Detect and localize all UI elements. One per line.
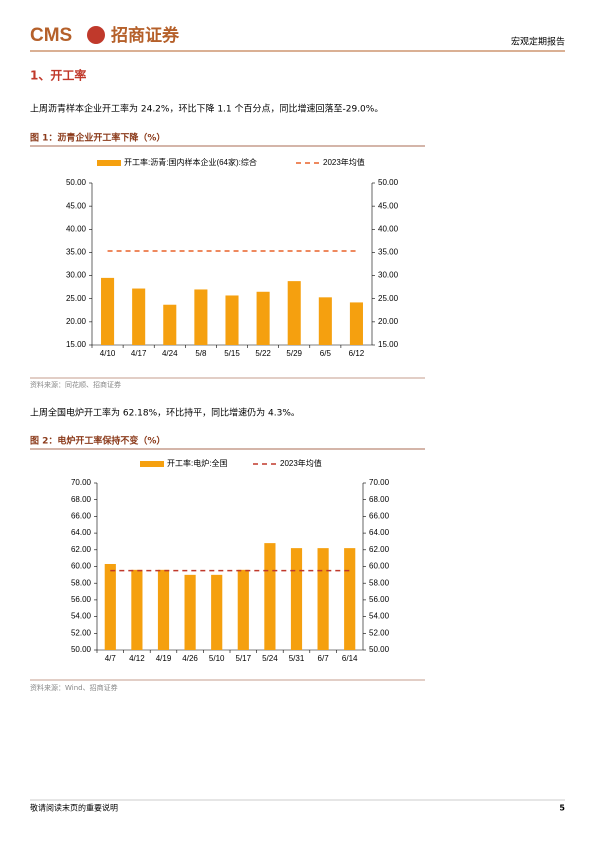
x-tick-label: 5/29 (286, 349, 302, 358)
y-tick-label-right: 25.00 (378, 294, 399, 303)
y-tick-label: 20.00 (66, 317, 87, 326)
logo: CMS (30, 25, 72, 46)
y-tick-label: 62.00 (71, 545, 92, 554)
bar (317, 548, 329, 650)
x-tick-label: 4/24 (162, 349, 178, 358)
x-tick-label: 4/12 (129, 654, 145, 663)
y-tick-label: 30.00 (66, 271, 87, 280)
y-tick-label-right: 60.00 (369, 562, 390, 571)
bar (225, 295, 239, 345)
y-tick-label-right: 20.00 (378, 317, 399, 326)
y-tick-label-right: 50.00 (378, 178, 399, 187)
y-tick-label-right: 40.00 (378, 224, 399, 233)
y-tick-label: 50.00 (66, 178, 87, 187)
y-tick-label: 15.00 (66, 340, 87, 349)
report-type: 宏观定期报告 (511, 36, 565, 48)
bar (318, 297, 332, 345)
y-tick-label: 56.00 (71, 595, 92, 604)
bar (264, 543, 276, 650)
x-tick-label: 4/26 (182, 654, 198, 663)
bar (184, 574, 196, 650)
x-tick-label: 5/31 (289, 654, 305, 663)
x-tick-label: 4/10 (100, 349, 116, 358)
y-tick-label-right: 15.00 (378, 340, 399, 349)
x-tick-label: 6/14 (342, 654, 358, 663)
company-name: 招商证券 (111, 25, 180, 46)
legend-label: 开工率:电炉:全国 (167, 458, 227, 468)
source: 资料来源：Wind、招商证券 (30, 683, 118, 692)
paragraph: 上周全国电炉开工率为 62.18%，环比持平，同比增速仍为 4.3%。 (30, 407, 300, 419)
x-tick-label: 6/12 (349, 349, 365, 358)
y-tick-label: 70.00 (71, 478, 92, 487)
logo-icon (87, 26, 105, 44)
bar (131, 569, 143, 650)
y-tick-label: 40.00 (66, 224, 87, 233)
y-tick-label: 66.00 (71, 512, 92, 521)
legend-label: 2023年均值 (323, 157, 365, 167)
figure-title: 图 2：电炉开工率保持不变（%） (30, 435, 165, 447)
x-tick-label: 4/17 (131, 349, 147, 358)
y-tick-label-right: 45.00 (378, 201, 399, 210)
x-tick-label: 6/5 (320, 349, 332, 358)
y-tick-label-right: 56.00 (369, 595, 390, 604)
y-tick-label: 60.00 (71, 562, 92, 571)
y-tick-label: 64.00 (71, 528, 92, 537)
y-tick-label: 45.00 (66, 201, 87, 210)
legend-swatch (97, 160, 121, 166)
y-tick-label-right: 68.00 (369, 495, 390, 504)
legend-label: 开工率:沥青:国内样本企业(64家):综合 (124, 157, 257, 167)
y-tick-label-right: 58.00 (369, 578, 390, 587)
y-tick-label-right: 54.00 (369, 612, 390, 621)
y-tick-label: 52.00 (71, 628, 92, 637)
legend-label: 2023年均值 (280, 458, 322, 468)
bar (256, 291, 270, 345)
y-tick-label-right: 62.00 (369, 545, 390, 554)
y-tick-label: 58.00 (71, 578, 92, 587)
y-tick-label-right: 35.00 (378, 248, 399, 257)
bar (132, 288, 146, 345)
y-tick-label: 25.00 (66, 294, 87, 303)
x-tick-label: 5/24 (262, 654, 278, 663)
x-tick-label: 5/15 (224, 349, 240, 358)
bar (101, 277, 115, 345)
y-tick-label-right: 30.00 (378, 271, 399, 280)
page-number: 5 (559, 804, 565, 813)
bar (237, 569, 249, 650)
legend-swatch (140, 461, 164, 467)
y-tick-label: 35.00 (66, 248, 87, 257)
x-tick-label: 4/7 (105, 654, 117, 663)
bar (104, 563, 116, 650)
bar (290, 548, 303, 650)
figure-title: 图 1：沥青企业开工率下降（%） (30, 132, 165, 144)
y-tick-label: 50.00 (71, 645, 92, 654)
y-tick-label-right: 50.00 (369, 645, 390, 654)
y-tick-label: 68.00 (71, 495, 92, 504)
bar (287, 281, 301, 345)
bar (349, 302, 363, 345)
x-tick-label: 5/10 (209, 654, 225, 663)
y-tick-label-right: 52.00 (369, 628, 390, 637)
bar (211, 574, 223, 650)
bar (157, 569, 170, 650)
paragraph: 上周沥青样本企业开工率为 24.2%，环比下降 1.1 个百分点，同比增速回落至… (30, 103, 383, 115)
x-tick-label: 5/17 (236, 654, 252, 663)
y-tick-label-right: 70.00 (369, 478, 390, 487)
x-tick-label: 4/19 (156, 654, 172, 663)
footer-note: 敬请阅读末页的重要说明 (30, 803, 118, 813)
section-title: 1、开工率 (30, 68, 86, 83)
bar (344, 548, 356, 650)
x-tick-label: 5/22 (255, 349, 271, 358)
y-tick-label-right: 66.00 (369, 512, 390, 521)
x-tick-label: 5/8 (195, 349, 207, 358)
bar (194, 289, 208, 345)
y-tick-label: 54.00 (71, 612, 92, 621)
x-tick-label: 6/7 (318, 654, 330, 663)
bar (163, 304, 177, 345)
source: 资料来源：同花顺、招商证券 (30, 380, 121, 389)
y-tick-label-right: 64.00 (369, 528, 390, 537)
